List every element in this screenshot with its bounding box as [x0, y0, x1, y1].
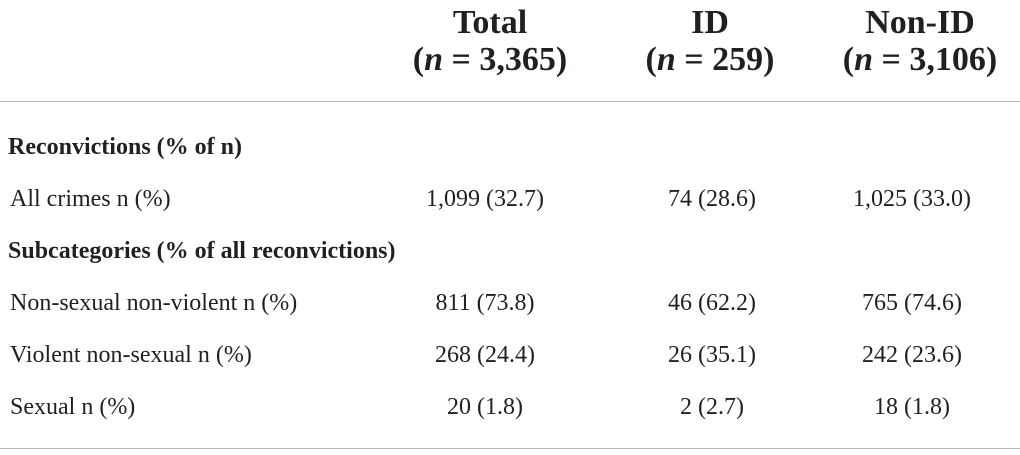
- row-label-non-sexual-non-violent: Non-sexual non-violent n (%): [10, 290, 298, 316]
- cell-non-sexual-non-violent-total: 811 (73.8): [435, 290, 535, 316]
- section-heading-subcategories: Subcategories (% of all reconvictions): [8, 238, 396, 264]
- cell-non-sexual-non-violent-id: 46 (62.2): [668, 290, 756, 316]
- column-header-non-id-name: Non-ID: [865, 4, 975, 41]
- cell-sexual-total: 20 (1.8): [447, 394, 523, 420]
- cell-non-sexual-non-violent-non-id: 765 (74.6): [862, 290, 962, 316]
- column-header-total-name: Total: [452, 4, 528, 41]
- column-header-id-name: ID: [691, 4, 729, 41]
- row-label-sexual: Sexual n (%): [10, 394, 136, 420]
- column-header-non-id: Non-ID (n = 3,106): [820, 4, 1020, 78]
- column-header-total-count: (n = 3,365): [412, 41, 568, 78]
- column-header-id-count: (n = 259): [645, 41, 775, 78]
- section-heading-reconvictions: Reconvictions (% of n): [8, 134, 242, 160]
- row-label-all-crimes: All crimes n (%): [10, 186, 171, 212]
- cell-all-crimes-non-id: 1,025 (33.0): [853, 186, 971, 212]
- cell-violent-non-sexual-total: 268 (24.4): [435, 342, 535, 368]
- header-rule: [0, 101, 1020, 102]
- cell-violent-non-sexual-id: 26 (35.1): [668, 342, 756, 368]
- cell-sexual-non-id: 18 (1.8): [874, 394, 950, 420]
- row-label-violent-non-sexual: Violent non-sexual n (%): [10, 342, 252, 368]
- column-header-total: Total (n = 3,365): [390, 4, 590, 78]
- cell-all-crimes-id: 74 (28.6): [668, 186, 756, 212]
- cell-all-crimes-total: 1,099 (32.7): [426, 186, 544, 212]
- column-header-non-id-count: (n = 3,106): [842, 41, 998, 78]
- column-header-id: ID (n = 259): [610, 4, 810, 78]
- cell-violent-non-sexual-non-id: 242 (23.6): [862, 342, 962, 368]
- bottom-rule: [0, 448, 1020, 449]
- cell-sexual-id: 2 (2.7): [680, 394, 744, 420]
